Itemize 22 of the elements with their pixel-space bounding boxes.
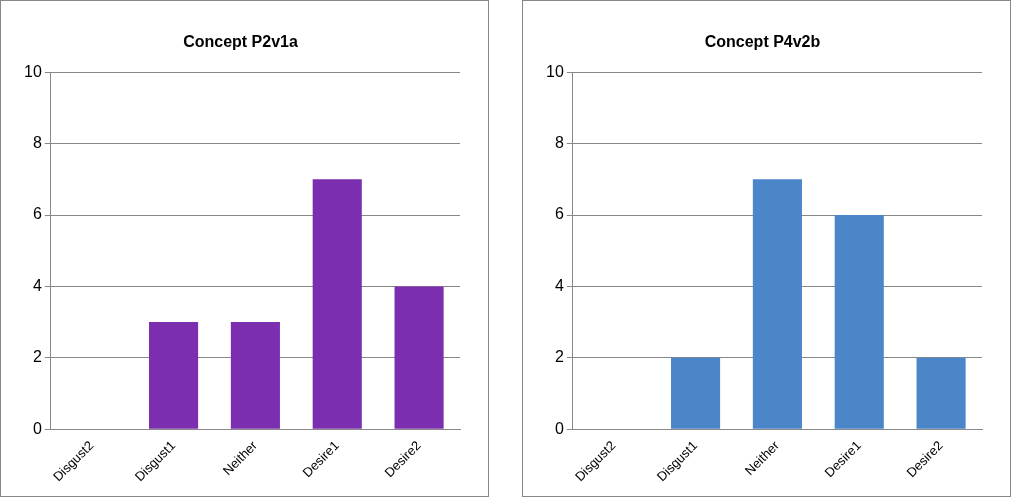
bar bbox=[752, 179, 802, 429]
y-tick-label: 10 bbox=[24, 62, 42, 80]
bar bbox=[230, 322, 280, 429]
chart-title: Concept P4v2b bbox=[704, 33, 821, 51]
bar bbox=[834, 215, 884, 429]
y-tick-label: 6 bbox=[554, 205, 564, 223]
bar bbox=[394, 286, 444, 429]
y-tick-label: 8 bbox=[32, 134, 42, 152]
y-tick-label: 8 bbox=[554, 134, 564, 152]
y-tick-label: 4 bbox=[554, 276, 564, 294]
bar bbox=[671, 357, 721, 429]
bar bbox=[916, 357, 966, 429]
chart-title: Concept P2v1a bbox=[183, 33, 298, 51]
y-tick-label: 0 bbox=[32, 419, 42, 437]
bar bbox=[149, 322, 199, 429]
y-tick-label: 2 bbox=[32, 348, 42, 366]
bar bbox=[312, 179, 362, 429]
y-tick-label: 0 bbox=[554, 419, 564, 437]
y-tick-label: 2 bbox=[554, 348, 564, 366]
y-tick-label: 4 bbox=[32, 276, 42, 294]
y-tick-label: 10 bbox=[546, 62, 564, 80]
y-tick-label: 6 bbox=[32, 205, 42, 223]
